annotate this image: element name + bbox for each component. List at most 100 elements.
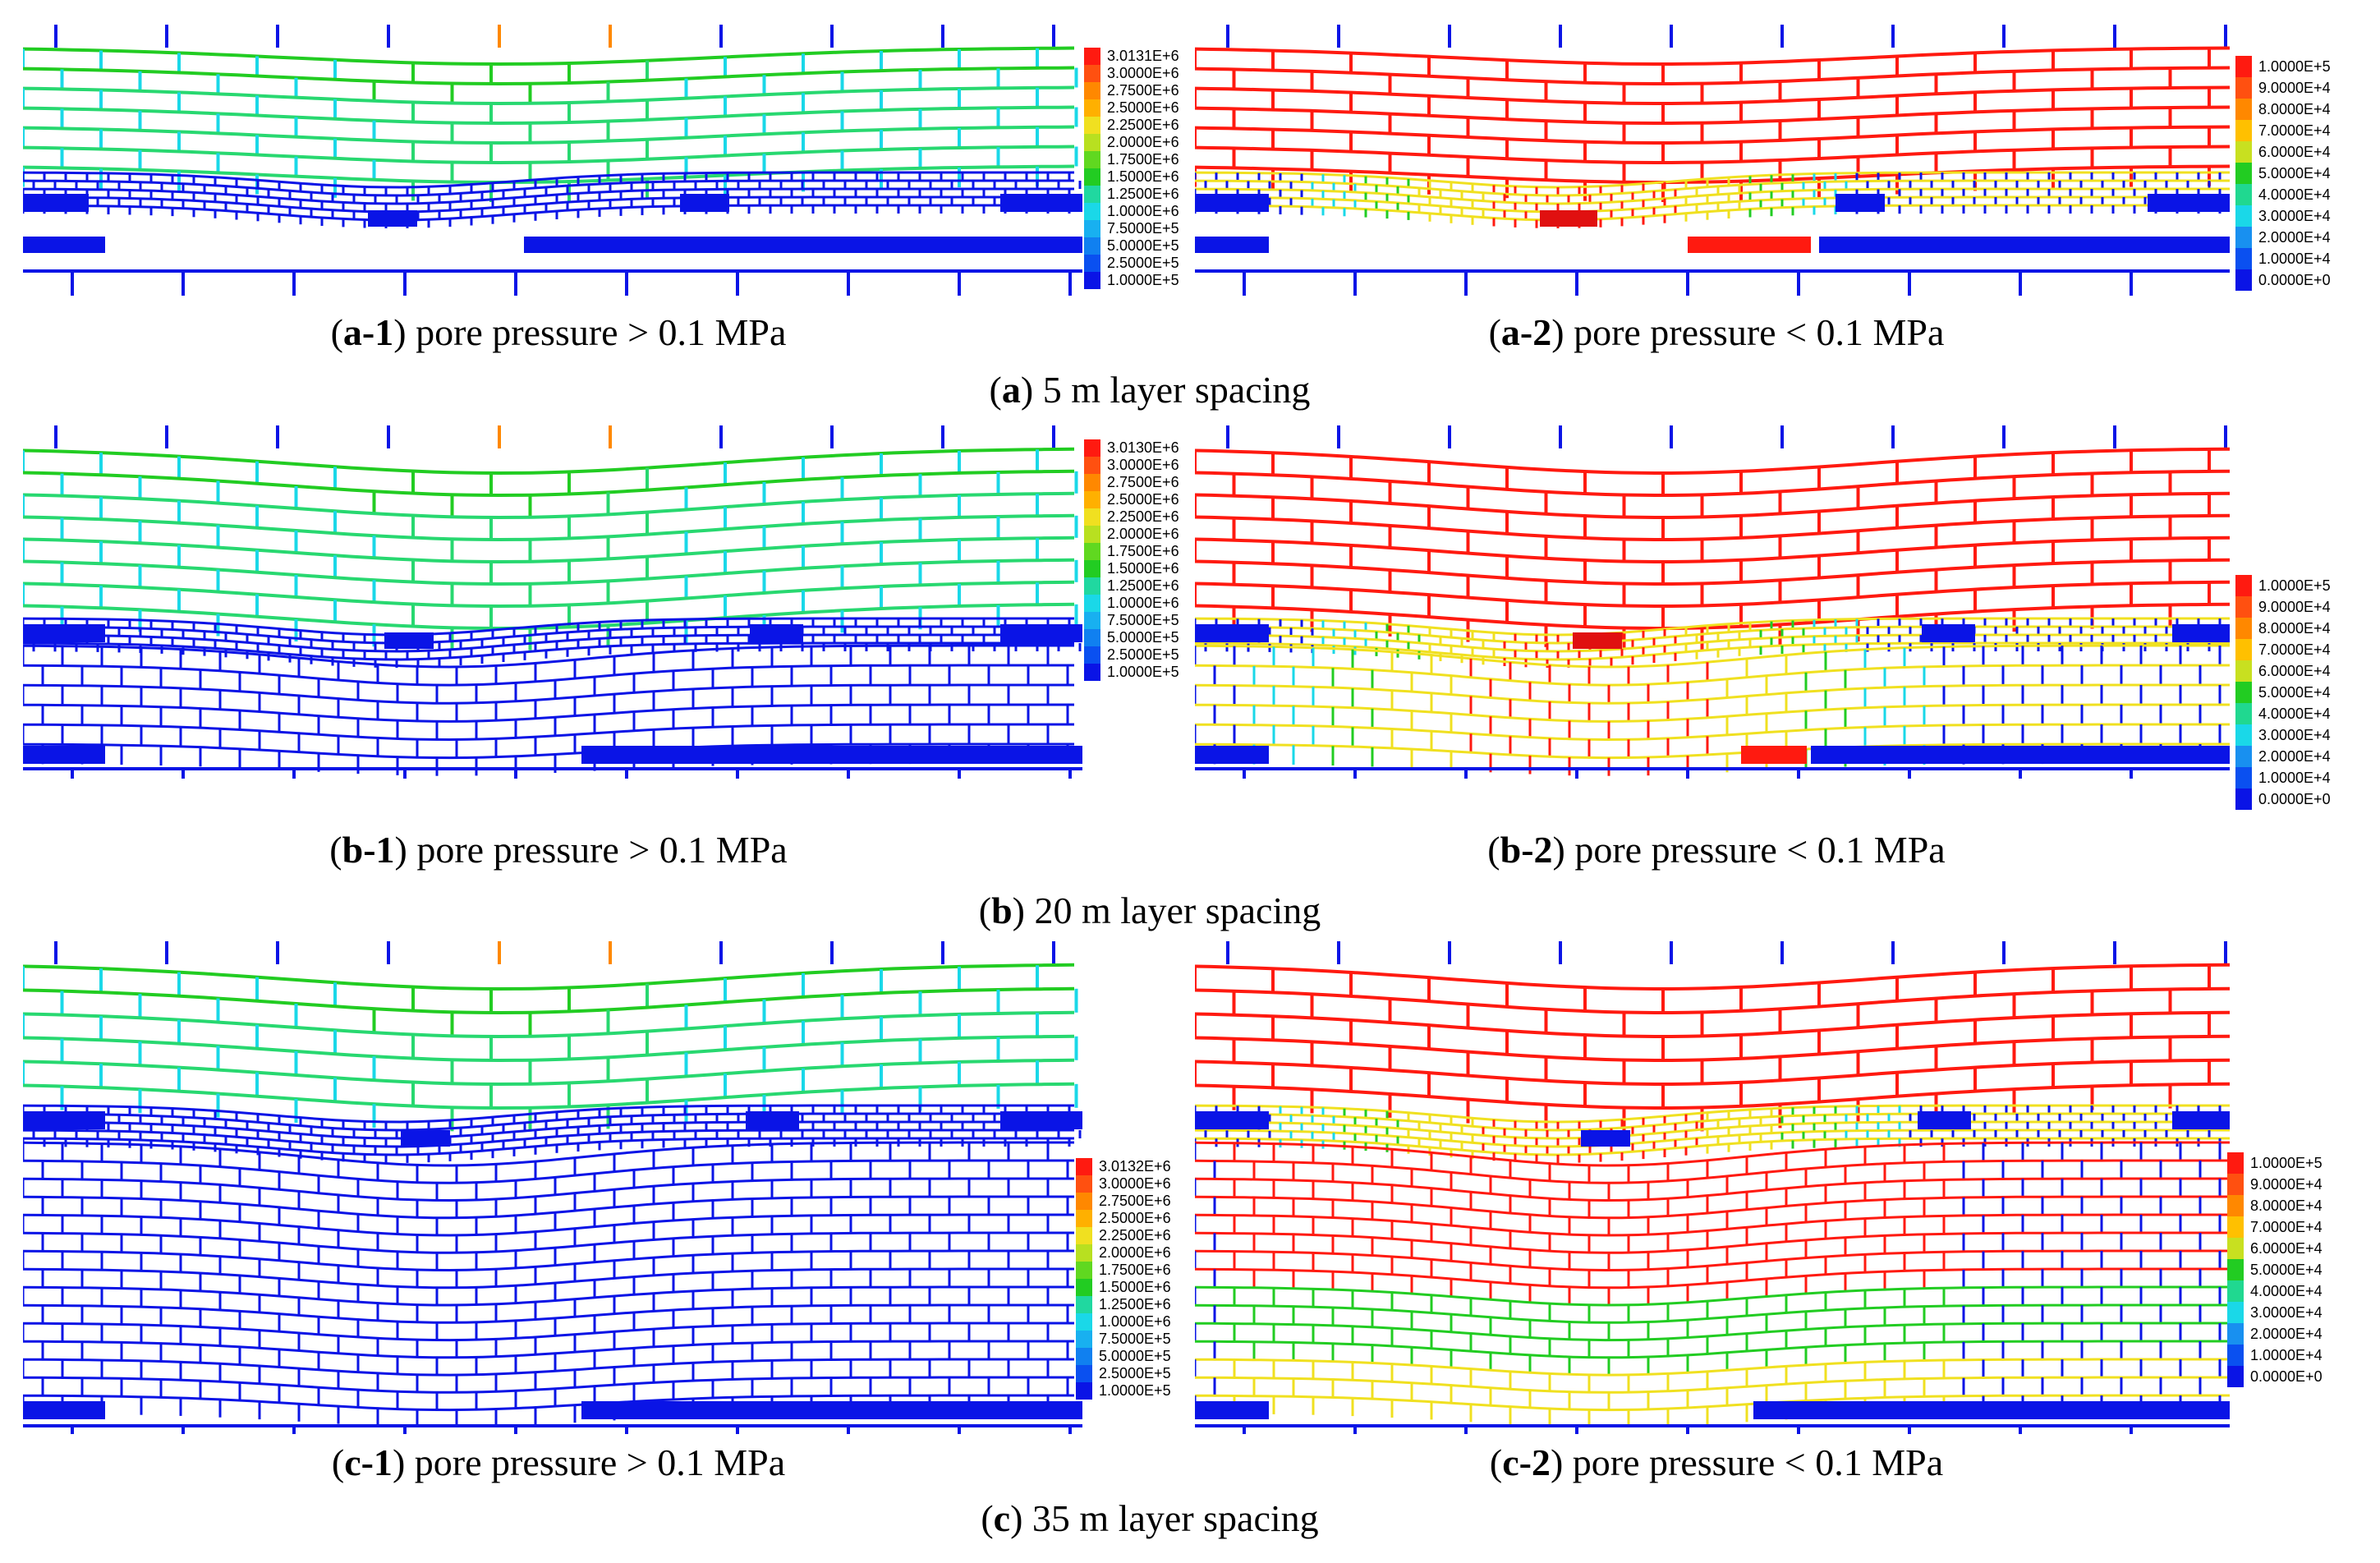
legend-entry: 3.0130E+6 (1084, 439, 1240, 457)
legend-swatch (1084, 646, 1100, 664)
legend-label: 2.7500E+6 (1107, 82, 1179, 99)
legend-swatch (2235, 99, 2252, 120)
legend-label: 1.5000E+6 (1107, 560, 1179, 577)
legend-label: 4.0000E+4 (2250, 1283, 2323, 1299)
legend-entry: 4.0000E+4 (2235, 184, 2380, 205)
legend-entry: 0.0000E+0 (2227, 1366, 2380, 1387)
caption-b1: (b-1) pore pressure > 0.1 MPa (329, 829, 788, 871)
legend-swatch (1084, 629, 1100, 646)
legend-label: 2.0000E+4 (2258, 229, 2331, 246)
legend-entry: 9.0000E+4 (2227, 1174, 2380, 1195)
legend-entry: 6.0000E+4 (2235, 660, 2380, 682)
legend-swatch (1084, 186, 1100, 203)
legend-entry: 8.0000E+4 (2235, 618, 2380, 639)
legend-swatch (2227, 1280, 2244, 1302)
legend-label: 2.0000E+4 (2250, 1326, 2323, 1342)
legend-entry: 1.0000E+6 (1076, 1313, 1232, 1331)
legend-swatch (2235, 56, 2252, 77)
legend-entry: 6.0000E+4 (2235, 141, 2380, 163)
legend-entry: 2.5000E+5 (1076, 1365, 1232, 1383)
legend-label: 4.0000E+4 (2258, 706, 2331, 722)
legend-entry: 1.5000E+6 (1076, 1279, 1232, 1297)
legend-entry: 4.0000E+4 (2235, 703, 2380, 724)
legend-swatch (2227, 1216, 2244, 1238)
legend-label: 5.0000E+4 (2250, 1262, 2323, 1278)
legend-swatch (2227, 1195, 2244, 1216)
legend-swatch (2235, 227, 2252, 248)
legend-entry: 1.5000E+6 (1084, 168, 1240, 186)
legend-entry: 7.5000E+5 (1084, 612, 1240, 630)
legend-swatch (1076, 1296, 1092, 1313)
legend-swatch (2235, 746, 2252, 767)
panel-c2 (1195, 941, 2230, 1434)
caption-b: (b) 20 m layer spacing (978, 890, 1321, 931)
legend-label: 1.5000E+6 (1099, 1279, 1171, 1295)
legend-label: 7.5000E+5 (1107, 612, 1179, 628)
legend-entry: 3.0132E+6 (1076, 1158, 1232, 1176)
legend-entry: 1.2500E+6 (1076, 1296, 1232, 1314)
legend-label: 3.0000E+6 (1099, 1175, 1171, 1192)
legend-label: 2.2500E+6 (1099, 1227, 1171, 1244)
legend-entry: 1.0000E+4 (2235, 248, 2380, 269)
legend-swatch (1084, 664, 1100, 681)
legend-swatch (1084, 65, 1100, 82)
legend-swatch (1084, 82, 1100, 99)
legend-label: 3.0000E+4 (2250, 1304, 2323, 1321)
legend-entry: 2.2500E+6 (1084, 117, 1240, 135)
legend-swatch (1076, 1365, 1092, 1382)
legend-label: 2.0000E+6 (1107, 134, 1179, 150)
legend-entry: 3.0000E+6 (1076, 1175, 1232, 1193)
legend-label: 6.0000E+4 (2258, 663, 2331, 679)
legend-swatch (1076, 1158, 1092, 1175)
legend-label: 5.0000E+5 (1107, 237, 1179, 254)
legend-entry: 8.0000E+4 (2227, 1195, 2380, 1216)
block-model-c2 (1195, 941, 2230, 1434)
legend-entry: 2.7500E+6 (1076, 1193, 1232, 1211)
legend-entry: 5.0000E+5 (1084, 237, 1240, 255)
legend-label: 6.0000E+4 (2258, 144, 2331, 160)
legend-swatch (2235, 248, 2252, 269)
legend-label: 8.0000E+4 (2258, 620, 2331, 637)
legend-swatch (1084, 491, 1100, 508)
legend-swatch (1084, 48, 1100, 65)
legend-swatch (2235, 163, 2252, 184)
legend-entry: 2.5000E+5 (1084, 255, 1240, 273)
legend-swatch (1084, 117, 1100, 134)
legend-label: 0.0000E+0 (2258, 791, 2331, 807)
legend-label: 1.0000E+5 (1107, 272, 1179, 288)
legend-label: 5.0000E+5 (1099, 1348, 1171, 1364)
legend-swatch (2235, 724, 2252, 746)
legend-entry: 7.5000E+5 (1076, 1331, 1232, 1349)
legend-label: 3.0000E+4 (2258, 727, 2331, 743)
legend-entry: 0.0000E+0 (2235, 788, 2380, 810)
legend-swatch (1076, 1175, 1092, 1193)
legend-entry: 1.7500E+6 (1084, 151, 1240, 169)
legend-label: 1.0000E+6 (1099, 1313, 1171, 1330)
legend-swatch (2227, 1174, 2244, 1195)
caption-a: (a) 5 m layer spacing (989, 369, 1311, 411)
legend-swatch (2235, 767, 2252, 788)
legend-entry: 1.0000E+5 (2227, 1152, 2380, 1174)
legend-swatch (2227, 1302, 2244, 1323)
legend-label: 5.0000E+4 (2258, 684, 2331, 701)
legend-label: 2.0000E+4 (2258, 748, 2331, 765)
legend-label: 1.0000E+5 (2258, 577, 2331, 594)
legend-label: 2.0000E+6 (1107, 526, 1179, 542)
legend-label: 4.0000E+4 (2258, 186, 2331, 203)
legend-entry: 6.0000E+4 (2227, 1238, 2380, 1259)
legend-entry: 1.7500E+6 (1076, 1262, 1232, 1280)
legend-label: 1.2500E+6 (1107, 186, 1179, 202)
legend-entry: 2.0000E+4 (2235, 746, 2380, 767)
legend-swatch (1076, 1244, 1092, 1262)
caption-c: (c) 35 m layer spacing (981, 1497, 1319, 1539)
legend-entry: 9.0000E+4 (2235, 596, 2380, 618)
legend-entry: 0.0000E+0 (2235, 269, 2380, 291)
legend-swatch (2235, 639, 2252, 660)
legend-entry: 1.0000E+5 (2235, 56, 2380, 77)
legend-swatch (1084, 474, 1100, 491)
legend-swatch (1084, 272, 1100, 289)
block-model-b2 (1195, 425, 2230, 779)
legend-entry: 5.0000E+4 (2227, 1259, 2380, 1280)
legend-label: 2.5000E+6 (1107, 99, 1179, 116)
legend-label: 1.5000E+6 (1107, 168, 1179, 185)
